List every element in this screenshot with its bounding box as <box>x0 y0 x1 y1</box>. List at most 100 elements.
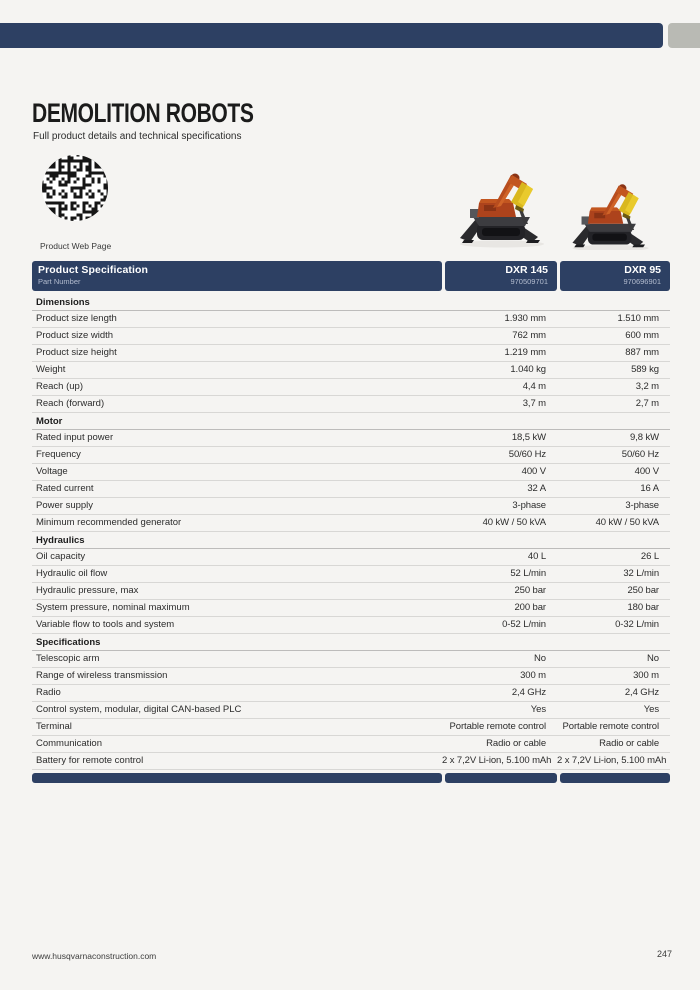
row-value: 400 V <box>521 466 546 477</box>
row-value: 50/60 Hz <box>621 449 659 460</box>
row-value: 18,5 kW <box>511 432 546 443</box>
row-label: Voltage <box>36 466 68 477</box>
row-label: Power supply <box>36 500 94 511</box>
table-row: Product size height 1.219 mm 887 mm <box>32 345 670 362</box>
table-row: Power supply 3-phase 3-phase <box>32 498 670 515</box>
row-label: Range of wireless transmission <box>36 670 168 681</box>
table-row: Voltage 400 V 400 V <box>32 464 670 481</box>
row-label: Terminal <box>36 721 72 732</box>
row-value: 32 L/min <box>623 568 659 579</box>
row-value: 2 x 7,2V Li-ion, 5.100 mAh <box>557 755 667 766</box>
row-label: Frequency <box>36 449 81 460</box>
table-row: Reach (forward) 3,7 m 2,7 m <box>32 396 670 413</box>
row-value: Portable remote control <box>449 721 547 732</box>
row-value: Radio or cable <box>486 738 546 749</box>
row-value: 3,7 m <box>522 398 546 409</box>
row-value: 40 kW / 50 kVA <box>595 517 659 528</box>
section-header: Dimensions <box>32 294 670 311</box>
footer-bar-col1 <box>445 773 557 783</box>
column-header-dxr95: DXR 95 970696901 <box>560 261 670 291</box>
table-row: Rated input power 18,5 kW 9,8 kW <box>32 430 670 447</box>
part-number: 970696901 <box>623 277 661 286</box>
product-image-dxr95 <box>572 184 649 250</box>
row-value: 50/60 Hz <box>508 449 546 460</box>
spec-table-header: Product Specification Part Number DXR 14… <box>32 261 670 291</box>
table-row: Weight 1.040 kg 589 kg <box>32 362 670 379</box>
row-value: 2,4 GHz <box>624 687 659 698</box>
page-number: 247 <box>656 949 672 959</box>
row-value: 1.510 mm <box>617 313 660 324</box>
row-label: Reach (up) <box>36 381 83 392</box>
model-name: DXR 95 <box>624 264 661 276</box>
row-value: 180 bar <box>627 602 659 613</box>
row-label: Control system, modular, digital CAN-bas… <box>36 704 242 715</box>
row-value: Radio or cable <box>599 738 659 749</box>
row-value: 52 L/min <box>510 568 546 579</box>
table-row: Control system, modular, digital CAN-bas… <box>32 702 670 719</box>
top-gray-tab <box>668 23 700 48</box>
table-row: Variable flow to tools and system 0-52 L/… <box>32 617 670 634</box>
table-row: Reach (up) 4,4 m 3,2 m <box>32 379 670 396</box>
row-value: 32 A <box>527 483 546 494</box>
page-subtitle: Full product details and technical speci… <box>33 131 242 142</box>
product-image-dxr145 <box>460 173 544 248</box>
row-value: 300 m <box>520 670 546 681</box>
row-value: 4,4 m <box>522 381 546 392</box>
row-label: Telescopic arm <box>36 653 100 664</box>
row-label: System pressure, nominal maximum <box>36 602 190 613</box>
spec-header-title: Product Specification <box>38 264 149 276</box>
row-value: 3-phase <box>625 500 659 511</box>
row-value: 250 bar <box>514 585 546 596</box>
table-row: System pressure, nominal maximum 200 bar 1… <box>32 600 670 617</box>
row-label: Communication <box>36 738 102 749</box>
spec-header-main: Product Specification Part Number <box>32 261 442 291</box>
table-row: Range of wireless transmission 300 m 300 m <box>32 668 670 685</box>
table-row: Rated current 32 A 16 A <box>32 481 670 498</box>
row-value: 3-phase <box>512 500 546 511</box>
footer-website-url: www.husqvarnaconstruction.com <box>32 951 157 961</box>
row-value: 762 mm <box>512 330 546 341</box>
row-label: Product size width <box>36 330 114 341</box>
row-value: 1.219 mm <box>504 347 547 358</box>
section-header: Specifications <box>32 634 670 651</box>
model-name: DXR 145 <box>505 264 548 276</box>
footer-bar-col2 <box>560 773 670 783</box>
row-label: Radio <box>36 687 61 698</box>
row-value: 40 kW / 50 kVA <box>482 517 546 528</box>
row-value: 9,8 kW <box>630 432 659 443</box>
table-row: Product size length 1.930 mm 1.510 mm <box>32 311 670 328</box>
row-value: 3,2 m <box>635 381 659 392</box>
row-label: Rated current <box>36 483 94 494</box>
row-value: 2 x 7,2V Li-ion, 5.100 mAh <box>442 755 552 766</box>
table-row: Oil capacity 40 L 26 L <box>32 549 670 566</box>
section-header: Motor <box>32 413 670 430</box>
row-value: 400 V <box>634 466 659 477</box>
qr-code <box>42 155 108 221</box>
page-title: DEMOLITION ROBOTS <box>32 98 254 128</box>
row-value: 0-32 L/min <box>615 619 659 630</box>
table-row: Hydraulic pressure, max 250 bar 250 bar <box>32 583 670 600</box>
row-label: Oil capacity <box>36 551 86 562</box>
row-label: Battery for remote control <box>36 755 144 766</box>
row-label: Product size height <box>36 347 117 358</box>
row-value: No <box>534 653 546 664</box>
qr-code-label: Product Web Page <box>40 241 112 251</box>
table-row: Terminal Portable remote control Portable … <box>32 719 670 736</box>
row-label: Hydraulic oil flow <box>36 568 108 579</box>
table-row: Minimum recommended generator 40 kW / 50 … <box>32 515 670 532</box>
row-value: 16 A <box>640 483 659 494</box>
row-label: Minimum recommended generator <box>36 517 182 528</box>
table-row: Communication Radio or cable Radio or cabl… <box>32 736 670 753</box>
row-label: Hydraulic pressure, max <box>36 585 139 596</box>
row-value: 0-52 L/min <box>502 619 546 630</box>
row-value: 887 mm <box>625 347 659 358</box>
row-value: 250 bar <box>627 585 659 596</box>
row-value: 200 bar <box>514 602 546 613</box>
footer-bar-main <box>32 773 442 783</box>
column-header-dxr145: DXR 145 970509701 <box>445 261 557 291</box>
table-row: Frequency 50/60 Hz 50/60 Hz <box>32 447 670 464</box>
row-value: 300 m <box>633 670 659 681</box>
row-value: 40 L <box>527 551 546 562</box>
row-value: No <box>647 653 659 664</box>
